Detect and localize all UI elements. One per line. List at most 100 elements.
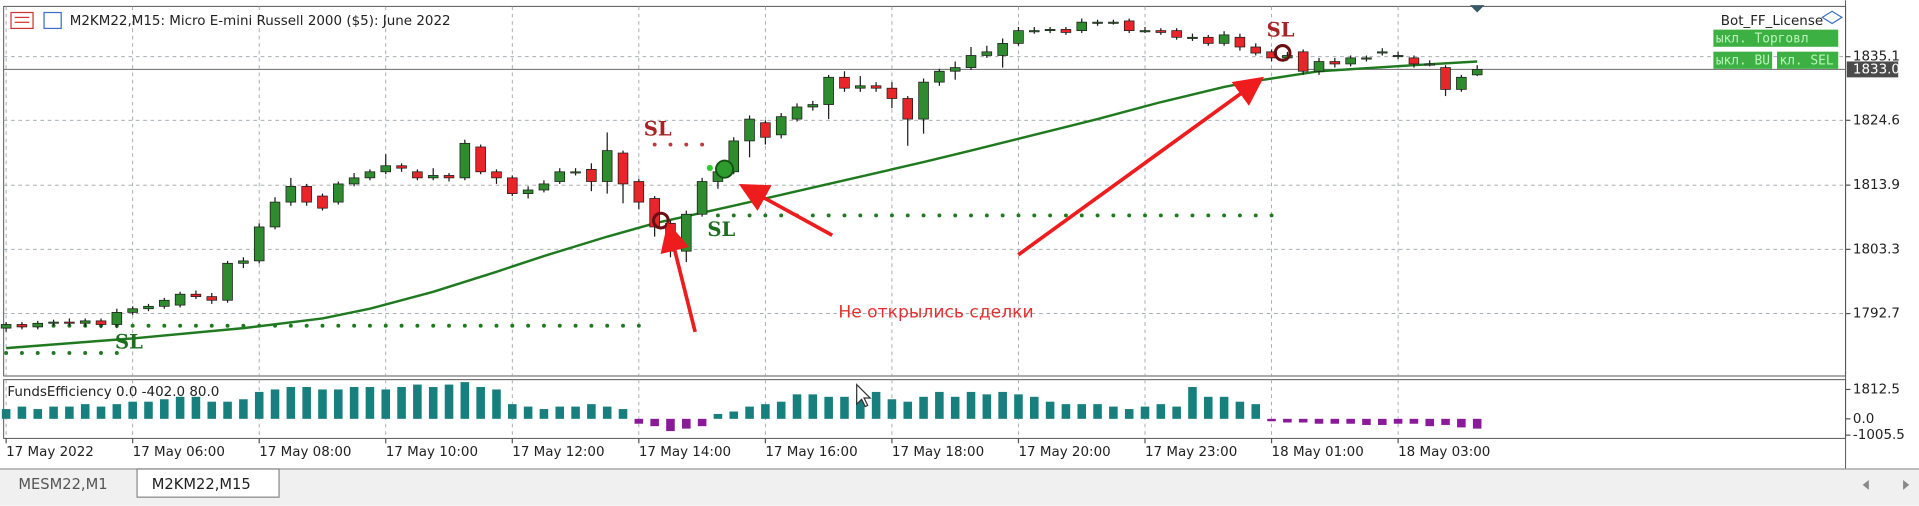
candle-body xyxy=(1313,61,1325,72)
candle-body xyxy=(491,171,502,179)
candle-body xyxy=(791,106,803,120)
level-dot xyxy=(573,323,578,328)
level-dot xyxy=(1063,213,1068,218)
indicator-bar xyxy=(966,391,976,419)
level-dot xyxy=(1143,213,1147,218)
candle-body xyxy=(997,42,1008,56)
candle-body xyxy=(554,171,566,182)
active-tab[interactable] xyxy=(136,468,280,498)
candle-body xyxy=(617,152,629,185)
chart-icon[interactable] xyxy=(43,11,62,30)
indicator-bar xyxy=(175,396,185,419)
arrow xyxy=(1017,76,1265,257)
arrow xyxy=(738,183,834,237)
button[interactable] xyxy=(1713,51,1773,69)
level-dot xyxy=(83,351,88,355)
x-tick-label: 17 May 08:00 xyxy=(259,445,351,460)
candle-body xyxy=(412,171,423,179)
x-tick-label: 17 May 14:00 xyxy=(639,445,731,460)
level-dot xyxy=(969,213,973,218)
indicator-bar xyxy=(1425,418,1435,427)
indicator-bar xyxy=(555,406,565,419)
tab[interactable]: M2KM22,M15 xyxy=(152,476,251,493)
level-dot xyxy=(937,213,942,218)
indicator-bar xyxy=(871,391,881,419)
y-tick-label: 0.0 xyxy=(1853,412,1874,427)
indicator-bar xyxy=(254,391,264,419)
level-dot xyxy=(225,323,230,328)
sl-label: SL xyxy=(1267,18,1295,41)
level-dot xyxy=(668,142,673,147)
indicator-bar xyxy=(17,406,27,419)
indicator-bar xyxy=(239,399,248,419)
candle-body xyxy=(744,118,755,142)
level-dot xyxy=(193,323,198,328)
y-tick-label: 1812.5 xyxy=(1853,382,1900,397)
menu-icon[interactable] xyxy=(10,11,34,30)
indicator-bar xyxy=(223,401,232,419)
tab[interactable]: MESM22,M1 xyxy=(18,476,107,493)
indicator-bar xyxy=(144,401,153,419)
level-dot xyxy=(178,323,183,328)
entry-marker xyxy=(715,159,735,179)
license-label: Bot_FF_License xyxy=(1721,14,1823,29)
candle-body xyxy=(301,185,312,203)
button[interactable] xyxy=(1777,51,1839,69)
candle-body xyxy=(1297,51,1309,72)
candle-body xyxy=(981,51,993,56)
indicator-bar xyxy=(302,387,311,419)
indicator-bar xyxy=(729,411,739,419)
candle-body xyxy=(285,185,297,203)
sl-label: SL xyxy=(707,218,735,241)
indicator-bar xyxy=(65,406,74,419)
level-dot xyxy=(1174,213,1179,218)
indicator-bar xyxy=(286,387,296,419)
level-dot xyxy=(589,323,594,328)
candle-body xyxy=(949,67,961,72)
level-dot xyxy=(304,323,309,328)
candle-body xyxy=(823,76,834,105)
candle-body xyxy=(269,201,281,228)
candle-body xyxy=(1187,36,1198,39)
entry-dot xyxy=(706,164,713,172)
candle-body xyxy=(934,70,945,83)
candle-body xyxy=(1139,30,1151,33)
y-tick-label: 1813.9 xyxy=(1853,178,1900,193)
indicator-bar xyxy=(713,413,723,419)
candle-body xyxy=(1013,30,1024,44)
indicator-bar xyxy=(1140,406,1150,419)
candle-body xyxy=(1108,21,1119,24)
indicator-bar xyxy=(1,409,11,419)
level-dot xyxy=(889,213,894,218)
candle-body xyxy=(459,142,471,179)
indicator-bar xyxy=(856,394,865,419)
candle-body xyxy=(507,177,518,194)
level-dot xyxy=(320,323,325,328)
level-dot xyxy=(1000,213,1005,218)
license-icon xyxy=(1821,10,1844,25)
candle-body xyxy=(1424,63,1435,66)
level-dot xyxy=(1111,213,1116,218)
level-dot xyxy=(162,323,167,328)
level-dot xyxy=(35,351,40,355)
level-dot xyxy=(1048,213,1053,218)
candle-body xyxy=(886,87,898,99)
button[interactable] xyxy=(1713,29,1839,47)
candle-body xyxy=(807,104,819,108)
candle-body xyxy=(190,293,202,297)
candle-body xyxy=(427,175,439,179)
level-dot xyxy=(621,323,625,328)
candle-body xyxy=(143,305,154,310)
level-dot xyxy=(478,323,483,328)
indicator-bar xyxy=(1457,418,1466,428)
indicator-bar xyxy=(903,401,913,419)
level-dot xyxy=(1032,213,1037,218)
candle-body xyxy=(681,213,692,252)
level-dot xyxy=(1016,213,1021,218)
y-tick-label: 1803.3 xyxy=(1853,242,1900,257)
indicator-bar xyxy=(1156,404,1166,419)
button-label: ыкл. Торговл xyxy=(1716,31,1809,46)
indicator-bar xyxy=(1124,409,1134,419)
candle-body xyxy=(348,177,360,185)
indicator-bar xyxy=(1188,387,1197,419)
